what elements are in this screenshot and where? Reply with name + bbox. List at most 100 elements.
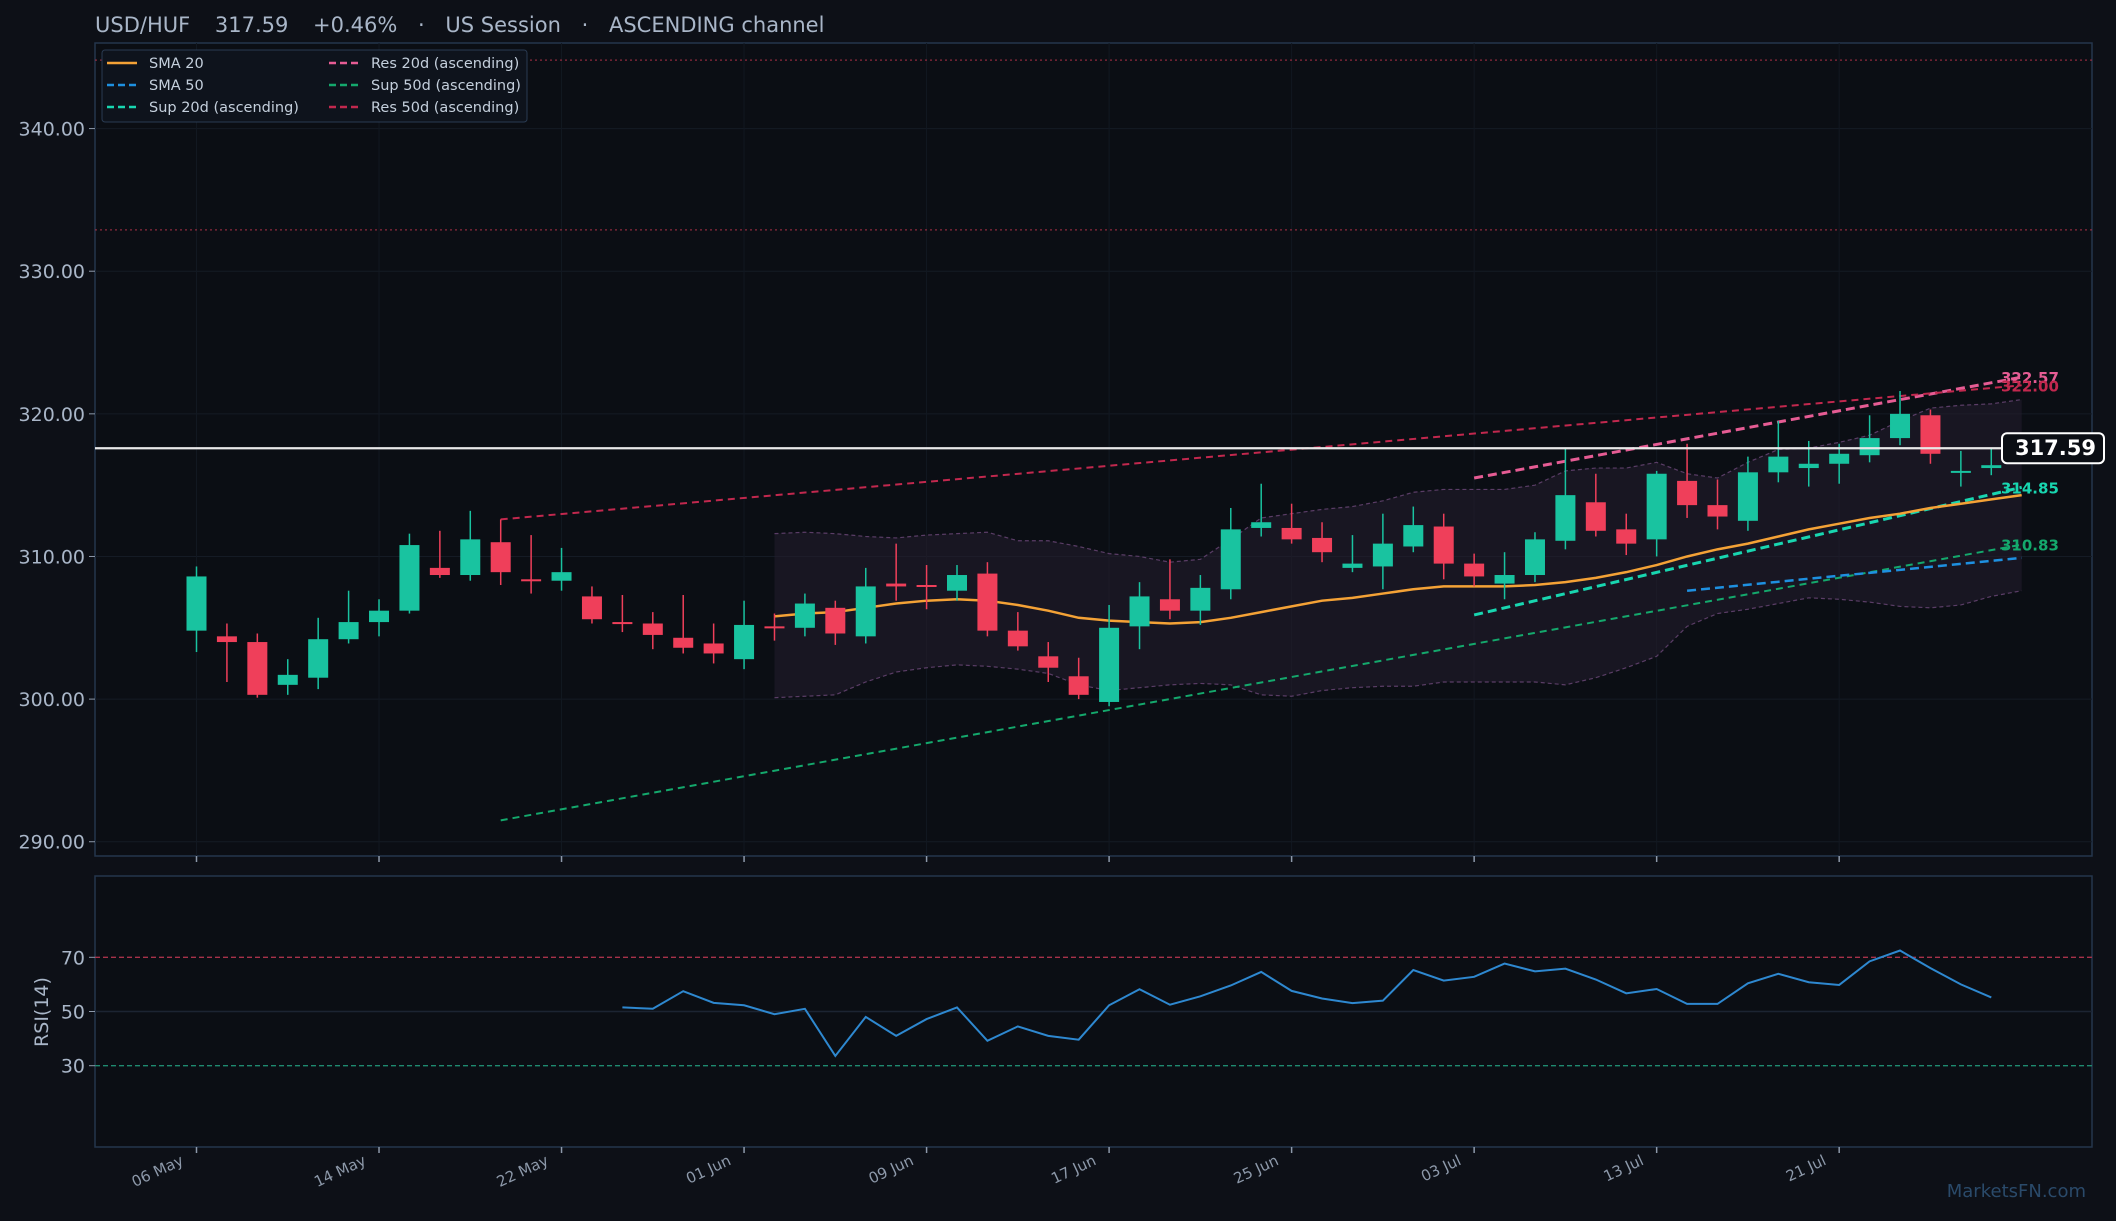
candle — [247, 633, 268, 698]
candle-body — [1129, 596, 1150, 627]
candle-body — [581, 596, 602, 620]
legend-label: Sup 50d (ascending) — [371, 78, 521, 94]
candle — [1646, 470, 1667, 557]
price-tick-label: 300.00 — [19, 689, 85, 711]
candle-body — [1677, 480, 1698, 506]
candle — [1281, 503, 1302, 544]
candle-body — [612, 622, 633, 625]
candle-body — [1007, 630, 1028, 647]
candle — [1829, 443, 1850, 484]
candle — [734, 600, 755, 670]
candle — [886, 543, 907, 601]
rsi-axis-label: RSI(14) — [31, 977, 53, 1047]
candle — [308, 617, 329, 690]
candle-body — [855, 586, 876, 637]
candle-body — [642, 623, 663, 635]
candle — [1099, 604, 1120, 707]
header-separator: · — [418, 13, 425, 37]
candle-body — [1646, 473, 1667, 540]
candle-body — [216, 636, 237, 643]
candle — [399, 533, 420, 614]
candle-body — [1281, 527, 1302, 540]
candle — [1372, 513, 1393, 590]
candle-body — [429, 567, 450, 576]
candle — [369, 599, 390, 637]
legend-label: Res 20d (ascending) — [371, 56, 519, 72]
candle — [977, 562, 998, 637]
header-pattern: ASCENDING channel — [609, 13, 824, 37]
last-price-tag — [2001, 432, 2105, 465]
candle — [1737, 456, 1758, 531]
candle-body — [186, 576, 207, 631]
last-price-line: 317.59 — [95, 432, 2105, 465]
candle-body — [1068, 676, 1089, 695]
candle — [1007, 612, 1028, 651]
candle — [1920, 409, 1941, 464]
candle — [429, 530, 450, 578]
candle-body — [1829, 453, 1850, 464]
candle-body — [490, 542, 511, 573]
candle-body — [794, 603, 815, 628]
candle — [1251, 483, 1272, 537]
candle-body — [1312, 537, 1333, 553]
candle — [1768, 420, 1789, 483]
candle-body — [1920, 415, 1941, 454]
header-price: 317.59 — [215, 13, 288, 37]
price-panel — [94, 42, 2093, 857]
trendline-price-label: 310.83 — [2001, 537, 2059, 555]
header-symbol: USD/HUF — [95, 13, 190, 37]
candle-body — [825, 607, 846, 634]
candle-body — [521, 579, 542, 582]
candle-body — [947, 575, 967, 591]
candle-body — [247, 642, 268, 695]
price-tick-label: 290.00 — [19, 832, 85, 854]
candle-body — [916, 585, 937, 587]
candle — [521, 535, 542, 594]
candle — [1890, 391, 1911, 446]
chart-header: USD/HUF 317.59 +0.46% · US Session · ASC… — [95, 13, 824, 37]
legend-box — [101, 49, 528, 123]
candle-body — [1859, 438, 1880, 456]
candle — [490, 519, 511, 585]
candle-body — [886, 583, 907, 587]
candle-body — [308, 639, 329, 678]
candle — [1859, 415, 1880, 463]
candle — [216, 623, 237, 682]
candle-body — [1950, 470, 1971, 473]
candle — [947, 565, 967, 601]
candle — [1585, 473, 1606, 537]
candle — [1129, 582, 1150, 650]
candle-body — [1524, 539, 1545, 576]
candle — [1190, 575, 1211, 625]
candle — [1707, 479, 1728, 530]
candle — [1159, 559, 1180, 620]
candle — [460, 510, 481, 581]
candle-body — [551, 572, 572, 581]
candle-body — [277, 674, 298, 685]
candle-body — [1099, 627, 1120, 702]
candle-body — [673, 637, 694, 648]
candle-body — [1798, 463, 1819, 469]
candle — [764, 613, 785, 641]
candle — [1342, 535, 1363, 573]
rsi-tick-label: 50 — [61, 1002, 85, 1024]
candle — [581, 586, 602, 624]
candle — [1220, 507, 1241, 600]
candle — [1555, 448, 1576, 550]
candle-body — [1342, 563, 1363, 568]
candle-body — [1372, 543, 1393, 567]
candles — [186, 391, 2002, 707]
candle — [1038, 642, 1059, 682]
candle-body — [1251, 522, 1272, 528]
candle — [794, 593, 815, 637]
legend: SMA 20 SMA 50 Sup 20d (ascending) Res 20d (… — [101, 49, 528, 123]
candle — [855, 567, 876, 644]
candle — [673, 594, 694, 654]
rsi-indicator: 70 50 30 — [61, 947, 2092, 1078]
bollinger-fill — [774, 399, 2022, 698]
candle-body — [460, 539, 481, 576]
candle-body — [1220, 529, 1241, 590]
